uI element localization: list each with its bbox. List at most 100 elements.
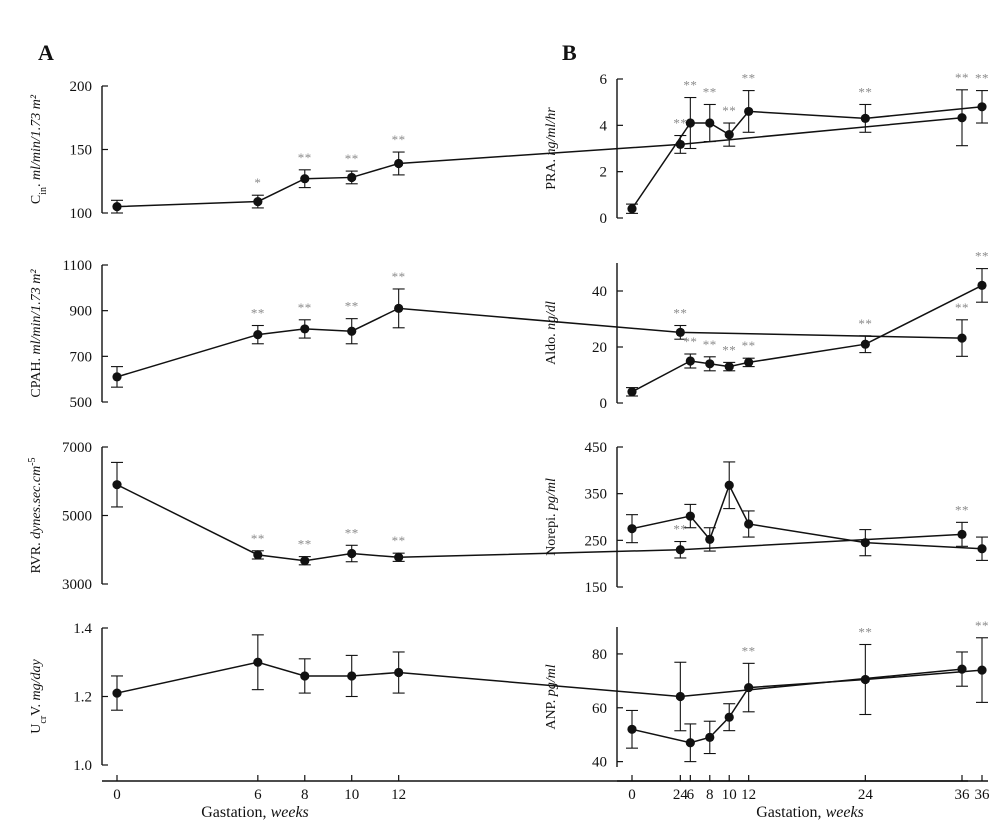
data-point <box>394 552 404 562</box>
y-tick-label: 0 <box>600 211 608 227</box>
data-point <box>253 196 263 207</box>
y-tick-label: 7000 <box>62 440 92 456</box>
y-tick-label: 40 <box>592 755 607 771</box>
x-axis-title-unit: weeks <box>826 804 864 821</box>
data-point <box>744 682 754 693</box>
significance-marker: ** <box>858 316 872 331</box>
y-axis-title-part: ml/min/1.73 m² <box>29 94 44 180</box>
y-tick-label: 500 <box>70 395 93 411</box>
data-point <box>627 524 637 534</box>
chart-a-3: 3000 5000 7000 RVR. dynes.sec.cm-5 ** ** ** ** *… <box>27 440 969 593</box>
y-tick-label: 900 <box>70 304 93 320</box>
significance-marker: ** <box>975 249 989 264</box>
series-line <box>631 483 983 550</box>
chart-b-3: 150 250 350 450 Norepi. pg/ml <box>544 440 988 596</box>
data-point <box>957 529 967 539</box>
significance-marker: ** <box>345 299 359 314</box>
series-line <box>116 661 963 698</box>
x-axis-title-unit: weeks <box>271 804 309 821</box>
data-point <box>744 519 754 529</box>
y-axis-title-part: PRA. <box>544 156 559 190</box>
chart-b-1: 0 2 4 6 PRA. ng/ml/hr ** ** ** ** ** ** <box>544 71 989 227</box>
significance-marker: ** <box>703 337 717 352</box>
y-tick-label: 350 <box>585 487 608 503</box>
data-point <box>112 202 122 212</box>
y-axis-title-part: C <box>29 195 44 204</box>
significance-marker: ** <box>251 306 265 321</box>
y-axis-title-part: -5 <box>27 457 38 465</box>
y-tick-label: 6 <box>600 72 608 88</box>
data-point <box>300 671 310 681</box>
y-axis-title: CPAH. ml/min/1.73 m² <box>29 269 44 398</box>
x-axis-title: Gastation, weeks <box>756 804 864 821</box>
y-tick-label: 20 <box>592 340 607 356</box>
y-axis-title-part: cr <box>38 715 49 723</box>
data-point <box>347 671 357 681</box>
y-tick-label: 80 <box>592 647 607 663</box>
data-point <box>112 372 122 382</box>
y-axis-title: Norepi. pg/ml <box>544 478 559 556</box>
significance-marker: ** <box>955 70 969 85</box>
y-axis-title-part: pg/ml <box>544 478 559 511</box>
data-point <box>705 118 715 128</box>
y-axis-title-part: CPAH. <box>29 355 44 398</box>
data-point <box>347 548 357 559</box>
significance-marker: ** <box>742 338 756 353</box>
x-tick-label: 24 <box>673 787 689 803</box>
y-tick-label: 250 <box>585 533 608 549</box>
significance-marker: ** <box>683 334 697 349</box>
y-tick-label: 5000 <box>62 509 92 525</box>
data-point <box>705 732 715 742</box>
x-tick-label: 10 <box>344 787 359 803</box>
data-point <box>685 118 695 128</box>
significance-marker: ** <box>673 522 687 537</box>
y-tick-label: 40 <box>592 284 607 300</box>
significance-marker: ** <box>251 531 265 546</box>
x-tick-label: 0 <box>628 787 636 803</box>
x-axis-panel-b: 0 6 8 10 12 24 36 Gastation, weeks <box>617 775 990 821</box>
y-tick-label: 150 <box>585 580 608 596</box>
data-point <box>685 356 695 366</box>
y-tick-label: 450 <box>585 440 608 456</box>
data-point <box>977 102 987 112</box>
data-point <box>675 691 685 702</box>
y-tick-label: 0 <box>600 396 608 412</box>
x-tick-label: 8 <box>301 787 309 803</box>
data-point <box>300 556 310 566</box>
data-point <box>112 480 122 490</box>
y-axis-title-part: dynes.sec.cm <box>29 466 44 539</box>
y-axis-title: PRA. ng/ml/hr <box>544 107 559 190</box>
y-tick-label: 60 <box>592 701 607 717</box>
x-tick-label: 36 <box>955 787 971 803</box>
y-axis-title-part: U <box>29 724 44 734</box>
y-axis-title: ANP. pg/ml <box>544 664 559 729</box>
y-axis-title-part: ANP. <box>544 696 559 729</box>
data-point <box>347 172 357 183</box>
significance-marker: ** <box>298 537 312 552</box>
panel-label-b: B <box>562 40 577 65</box>
data-point <box>705 534 715 545</box>
x-tick-label: 0 <box>113 787 121 803</box>
data-point <box>724 130 734 140</box>
y-tick-label: 100 <box>70 206 93 222</box>
data-point <box>977 544 987 554</box>
x-tick-label: 36 <box>975 787 991 803</box>
data-point <box>253 657 263 667</box>
data-point <box>253 330 263 340</box>
y-tick-label: 1.4 <box>73 621 92 637</box>
significance-marker: ** <box>858 84 872 99</box>
chart-b-2: 0 20 40 Aldo. ng/dl ** ** ** ** ** ** <box>544 249 989 412</box>
data-point <box>957 333 967 343</box>
y-axis-title-part: RVR. <box>29 539 44 574</box>
y-axis-title-part: Aldo. <box>544 330 559 365</box>
significance-marker: ** <box>298 300 312 315</box>
y-tick-label: 150 <box>70 143 93 159</box>
significance-marker: ** <box>955 502 969 517</box>
y-axis-title-part: in <box>38 187 49 195</box>
data-point <box>685 511 695 521</box>
significance-marker: ** <box>722 103 736 118</box>
y-tick-label: 700 <box>70 349 93 365</box>
